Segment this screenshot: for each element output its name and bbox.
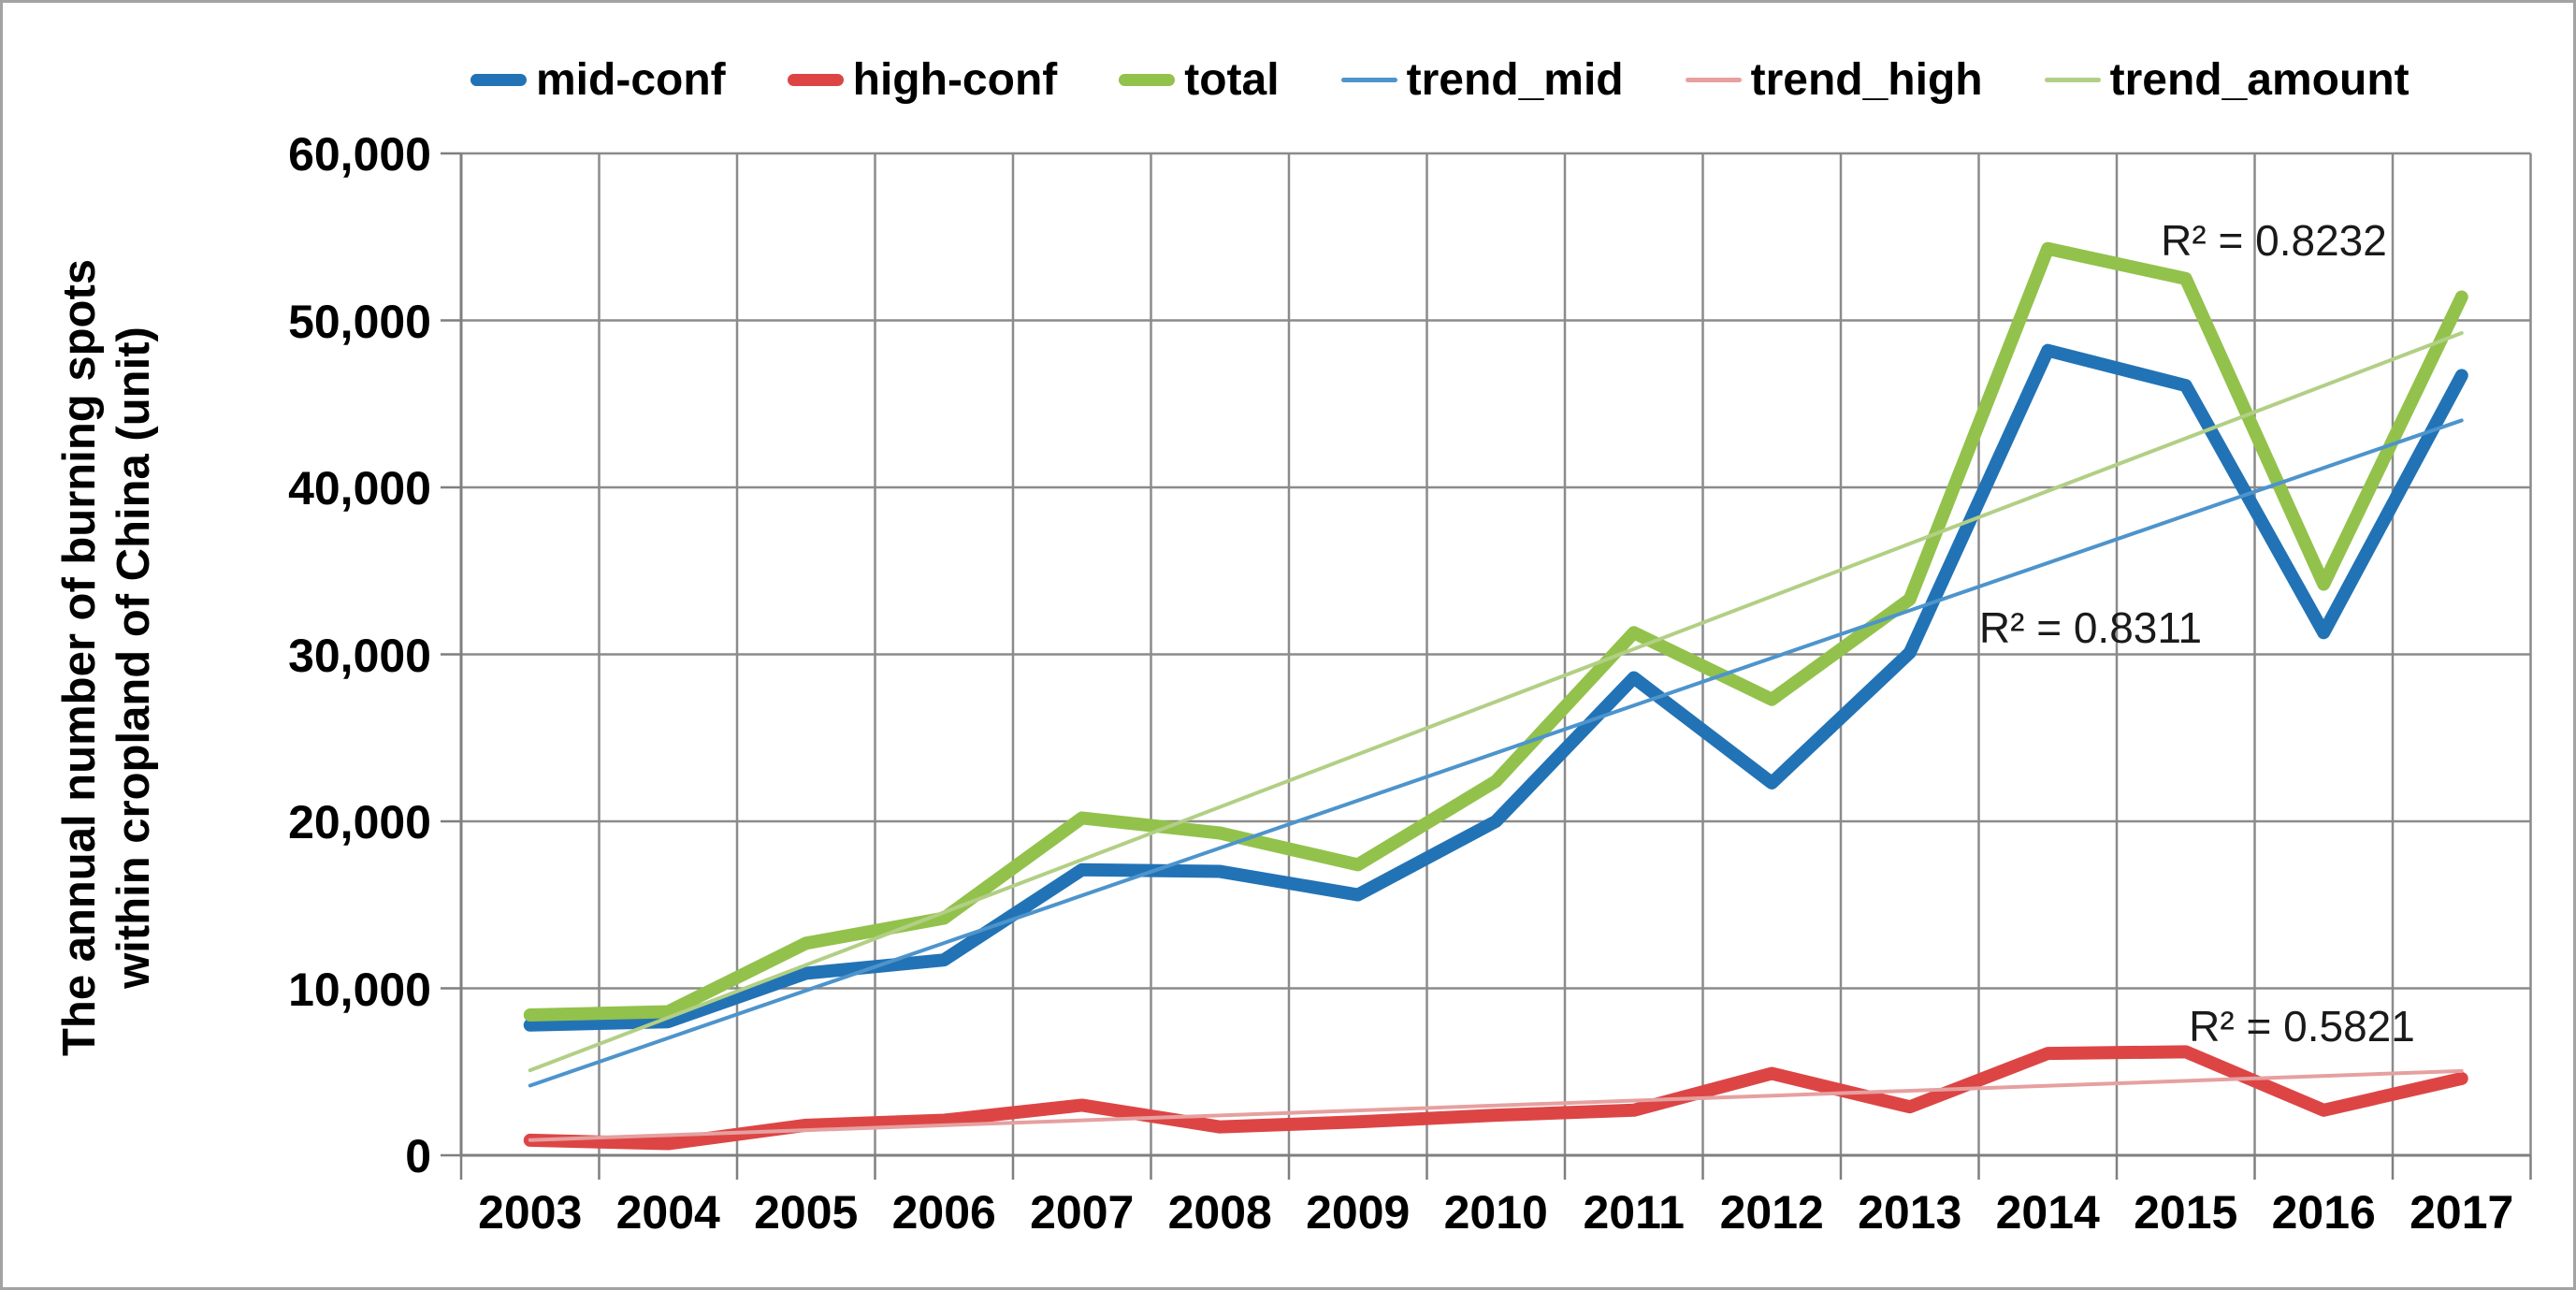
legend-swatch-mid-conf <box>470 73 527 86</box>
y-tick-label: 40,000 <box>288 462 431 515</box>
legend-item-trend_amount: trend_amount <box>2044 54 2410 106</box>
r-squared-label-trend_high: R² = 0.5821 <box>2189 1002 2415 1051</box>
legend-label: total <box>1184 54 1280 105</box>
legend-swatch-total <box>1119 73 1176 86</box>
legend: mid-conf high-conf total trend_mid trend_hig… <box>470 46 2410 113</box>
x-tick-label: 2003 <box>478 1186 583 1239</box>
x-tick-label: 2012 <box>1719 1186 1824 1239</box>
y-tick-label: 20,000 <box>288 796 431 848</box>
y-tick-label: 50,000 <box>288 295 431 348</box>
x-tick-label: 2004 <box>615 1186 720 1239</box>
legend-swatch-trend_high <box>1685 77 1742 82</box>
r-squared-label-trend_mid: R² = 0.8311 <box>1978 603 2203 652</box>
y-axis-title: The annual number of burning spots withi… <box>53 78 162 1238</box>
x-tick-label: 2010 <box>1443 1186 1548 1239</box>
r-squared-label-trend_amount: R² = 0.8232 <box>2161 216 2387 265</box>
legend-label: trend_high <box>1750 54 1983 105</box>
x-tick-label: 2011 <box>1583 1186 1685 1239</box>
legend-item-high-conf: high-conf <box>787 54 1058 106</box>
series-line-total <box>523 241 2468 1022</box>
x-tick-label: 2015 <box>2134 1186 2238 1239</box>
x-tick-label: 2008 <box>1167 1186 1272 1239</box>
trendline-trend_amount <box>528 330 2464 1073</box>
series-line-mid-conf <box>523 343 2468 1032</box>
y-tick-label: 10,000 <box>288 963 431 1016</box>
x-tick-label: 2005 <box>754 1186 859 1239</box>
legend-item-mid-conf: mid-conf <box>470 54 726 106</box>
x-tick-label: 2017 <box>2410 1186 2514 1239</box>
trendline-trend_mid <box>528 418 2464 1088</box>
legend-swatch-high-conf <box>787 73 844 86</box>
legend-swatch-trend_amount <box>2044 77 2101 82</box>
x-tick-label: 2007 <box>1030 1186 1135 1239</box>
legend-label: trend_mid <box>1406 54 1624 105</box>
plot-area <box>441 152 2532 1180</box>
legend-label: trend_amount <box>2109 54 2410 105</box>
legend-item-trend_mid: trend_mid <box>1340 54 1624 106</box>
x-tick-label: 2009 <box>1306 1186 1411 1239</box>
legend-item-trend_high: trend_high <box>1685 54 1983 106</box>
y-tick-label: 30,000 <box>288 629 431 682</box>
series-line-high-conf <box>523 1045 2468 1151</box>
x-tick-label: 2013 <box>1858 1186 1962 1239</box>
trendline-trend_high <box>528 1068 2464 1142</box>
legend-label: high-conf <box>852 54 1058 105</box>
y-axis-title-line1: The annual number of burning spots <box>54 258 106 1057</box>
y-tick-label: 0 <box>405 1130 431 1182</box>
legend-label: mid-conf <box>536 54 726 105</box>
x-tick-label: 2016 <box>2271 1186 2376 1239</box>
legend-swatch-trend_mid <box>1340 77 1397 82</box>
y-tick-label: 60,000 <box>288 128 431 181</box>
x-tick-label: 2014 <box>1995 1186 2100 1239</box>
legend-item-total: total <box>1119 54 1280 106</box>
x-tick-label: 2006 <box>891 1186 996 1239</box>
